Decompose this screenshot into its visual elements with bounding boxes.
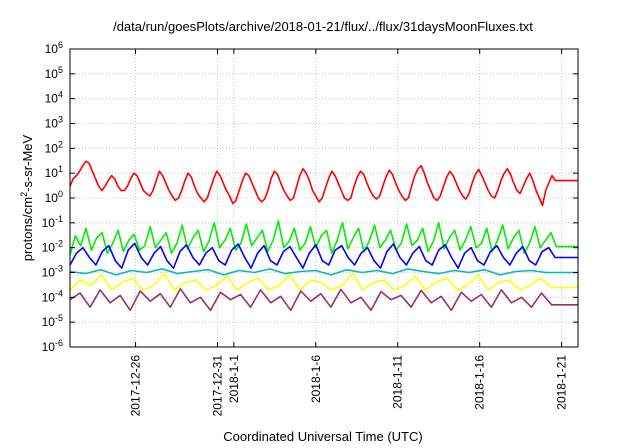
ticks [70,48,578,348]
y-tick-label: 10-1 [42,214,63,230]
y-tick-label: 10-3 [42,264,63,280]
y-axis-label: protons/cm2-s-sr-MeV [19,134,35,261]
series-line-2 [69,220,578,256]
series-line-5 [69,272,578,291]
chart-title: /data/run/goesPlots/archive/2018-01-21/f… [113,19,533,34]
y-tick-label: 104 [45,90,63,106]
x-tick-label: 2018-1-11 [391,355,405,409]
y-tick-label: 10-5 [42,313,63,329]
x-tick-label: 2018-1-6 [309,355,323,403]
x-tick-label: 2018-1-16 [473,355,487,410]
series-line-4 [69,268,578,276]
series-line-1 [69,160,578,207]
y-tick-label: 105 [45,65,63,81]
y-tick-labels: 10-6 10-5 10-4 10-3 10-2 10-1 100 101 102 103 104 1… [42,40,63,354]
y-tick-label: 106 [45,40,63,56]
x-axis-label: Coordinated Universal Time (UTC) [223,429,422,444]
series-line-6 [69,288,578,312]
y-tick-label: 10-6 [42,338,63,354]
x-tick-labels: 2017-12-26 2017-12-31 2018-1-1 2018-1-6 2018… [129,355,569,417]
y-tick-label: 10-4 [42,288,63,304]
y-tick-label: 102 [45,139,63,155]
y-tick-label: 10-2 [42,239,63,255]
y-tick-label: 103 [45,115,63,131]
series-layer [69,160,578,312]
y-tick-label: 100 [45,189,63,205]
x-tick-label: 2018-1-1 [227,355,241,403]
x-tick-label: 2017-12-26 [129,355,143,417]
x-tick-label: 2018-1-21 [555,355,569,410]
x-tick-label: 2017-12-31 [211,355,225,417]
series-line-3 [69,242,578,269]
y-tick-label: 101 [45,164,63,180]
